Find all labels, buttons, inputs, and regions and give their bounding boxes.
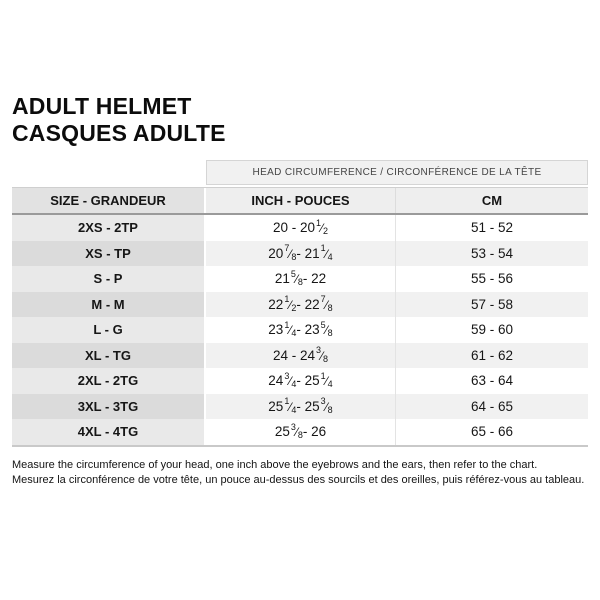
- size-cell: XS - TP: [12, 240, 206, 266]
- cm-cell: 57 - 58: [396, 291, 588, 317]
- cm-cell: 51 - 52: [396, 215, 588, 241]
- size-cell: M - M: [12, 291, 206, 317]
- size-cell: L - G: [12, 317, 206, 343]
- fraction: 7⁄8: [320, 294, 333, 313]
- fraction: 5⁄8: [290, 268, 303, 288]
- fraction: 1⁄4: [284, 396, 297, 415]
- fraction: 7⁄8: [284, 243, 297, 262]
- fraction: 3⁄8: [290, 421, 303, 441]
- page-title: ADULT HELMET CASQUES ADULTE: [12, 93, 226, 147]
- inch-cell: 25 1⁄4 - 25 3⁄8: [206, 393, 396, 419]
- table-row: XL - TG 24 - 24 3⁄8 61 - 62: [12, 342, 588, 368]
- inch-cell: 24 3⁄4 - 25 1⁄4: [206, 368, 396, 394]
- size-cell: S - P: [12, 266, 206, 292]
- column-header-inch: INCH - POUCES: [206, 188, 396, 213]
- table-row: L - G 23 1⁄4 - 23 5⁄8 59 - 60: [12, 317, 588, 343]
- measurement-instructions: Measure the circumference of your head, …: [12, 458, 588, 488]
- size-cell: 4XL - 4TG: [12, 419, 206, 445]
- inch-cell: 20 - 20 1⁄2: [206, 215, 396, 241]
- size-cell: XL - TG: [12, 342, 206, 368]
- group-header-label: HEAD CIRCUMFERENCE / CIRCONFÉRENCE DE LA…: [252, 167, 542, 178]
- inch-cell: 20 7⁄8 - 21 1⁄4: [206, 240, 396, 266]
- size-cell: 2XS - 2TP: [12, 215, 206, 241]
- fraction: 1⁄2: [315, 217, 329, 237]
- table-row: 2XL - 2TG 24 3⁄4 - 25 1⁄4 63 - 64: [12, 368, 588, 394]
- table-body: 2XS - 2TP 20 - 20 1⁄2 51 - 52 XS - TP 20 7⁄8…: [12, 215, 588, 447]
- fraction: 5⁄8: [320, 319, 333, 339]
- fraction: 1⁄4: [320, 370, 333, 390]
- inch-cell: 21 5⁄8 - 22: [206, 266, 396, 292]
- inch-cell: 23 1⁄4 - 23 5⁄8: [206, 317, 396, 343]
- cm-cell: 55 - 56: [396, 266, 588, 292]
- table-row: XS - TP 20 7⁄8 - 21 1⁄4 53 - 54: [12, 240, 588, 266]
- cm-cell: 53 - 54: [396, 240, 588, 266]
- cm-cell: 61 - 62: [396, 342, 588, 368]
- fraction: 1⁄4: [320, 243, 333, 262]
- instruction-fr: Mesurez la circonférence de votre tête, …: [12, 474, 585, 486]
- page-title-en: ADULT HELMET: [12, 93, 192, 119]
- table-row: 2XS - 2TP 20 - 20 1⁄2 51 - 52: [12, 215, 588, 241]
- fraction: 3⁄8: [315, 345, 329, 364]
- cm-cell: 65 - 66: [396, 419, 588, 445]
- instruction-en: Measure the circumference of your head, …: [12, 459, 538, 471]
- cm-cell: 59 - 60: [396, 317, 588, 343]
- inch-cell: 25 3⁄8 - 26: [206, 419, 396, 445]
- fraction: 1⁄4: [284, 319, 297, 339]
- size-cell: 3XL - 3TG: [12, 393, 206, 419]
- cm-cell: 63 - 64: [396, 368, 588, 394]
- table-row: 4XL - 4TG 25 3⁄8 - 26 65 - 66: [12, 419, 588, 445]
- fraction: 3⁄8: [320, 396, 333, 415]
- table-row: S - P 21 5⁄8 - 22 55 - 56: [12, 266, 588, 292]
- column-header-size: SIZE - GRANDEUR: [12, 188, 206, 213]
- column-header-cm: CM: [396, 188, 588, 213]
- head-circumference-group-header: HEAD CIRCUMFERENCE / CIRCONFÉRENCE DE LA…: [206, 160, 588, 185]
- cm-cell: 64 - 65: [396, 393, 588, 419]
- fraction: 1⁄2: [284, 294, 297, 313]
- inch-cell: 22 1⁄2 - 22 7⁄8: [206, 291, 396, 317]
- page-title-fr: CASQUES ADULTE: [12, 120, 226, 146]
- table-row: 3XL - 3TG 25 1⁄4 - 25 3⁄8 64 - 65: [12, 393, 588, 419]
- size-table: SIZE - GRANDEUR INCH - POUCES CM 2XS - 2…: [12, 187, 588, 447]
- fraction: 3⁄4: [284, 370, 297, 390]
- size-cell: 2XL - 2TG: [12, 368, 206, 394]
- table-row: M - M 22 1⁄2 - 22 7⁄8 57 - 58: [12, 291, 588, 317]
- inch-cell: 24 - 24 3⁄8: [206, 342, 396, 368]
- table-header-row: SIZE - GRANDEUR INCH - POUCES CM: [12, 187, 588, 215]
